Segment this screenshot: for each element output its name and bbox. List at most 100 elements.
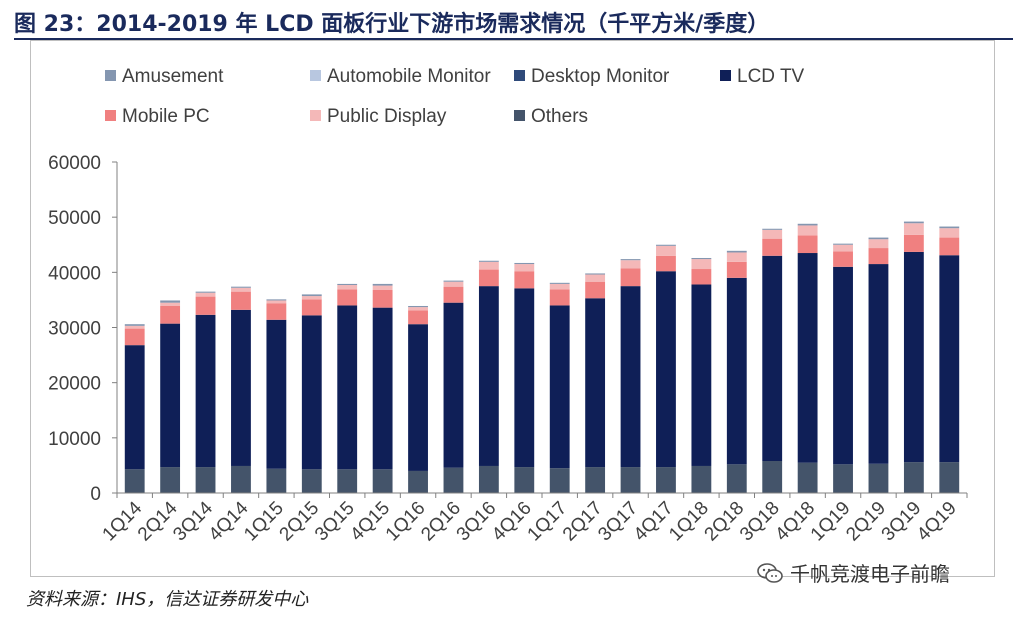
bar-lcd-tv-1q19 bbox=[833, 266, 853, 465]
bar-others-3q19 bbox=[903, 462, 924, 493]
x-tick-label: 3Q19 bbox=[878, 498, 926, 546]
legend-label: Mobile PC bbox=[122, 106, 210, 127]
x-tick-label: 2Q16 bbox=[417, 498, 465, 546]
bar-others-4q19 bbox=[939, 462, 960, 493]
bar-amusement-1q19 bbox=[833, 243, 853, 245]
figure-title: 图 23：2014-2019 年 LCD 面板行业下游市场需求情况（千平方米/季… bbox=[14, 12, 770, 37]
bar-public-display-3q17 bbox=[620, 260, 641, 269]
legend-swatch bbox=[720, 70, 731, 81]
x-tick-label: 1Q16 bbox=[382, 498, 430, 546]
legend: Amusement Automobile Monitor Desktop Monit… bbox=[105, 66, 805, 127]
bar-lcd-tv-3q19 bbox=[903, 251, 924, 463]
legend-item-amusement: Amusement bbox=[105, 66, 224, 87]
x-tick-label: 3Q14 bbox=[169, 497, 217, 545]
bar-mobile-pc-1q17 bbox=[549, 289, 570, 306]
x-tick-label: 1Q19 bbox=[807, 498, 855, 546]
legend-item-public-display: Public Display bbox=[310, 106, 447, 127]
bar-lcd-tv-2q14 bbox=[160, 323, 181, 468]
y-tick-label: 20000 bbox=[48, 374, 101, 395]
bar-amusement-4q15 bbox=[372, 283, 393, 286]
legend-label: Desktop Monitor bbox=[531, 66, 670, 87]
bar-mobile-pc-3q18 bbox=[762, 238, 783, 256]
bar-amusement-4q17 bbox=[656, 244, 676, 246]
bar-stack-2q19 bbox=[868, 237, 889, 493]
bar-others-3q18 bbox=[762, 461, 783, 493]
bar-amusement-2q14 bbox=[160, 300, 181, 303]
x-tick-label: 3Q18 bbox=[736, 498, 784, 546]
bar-stack-1q16 bbox=[408, 305, 428, 493]
bar-amusement-2q16 bbox=[443, 280, 464, 282]
bar-lcd-tv-4q15 bbox=[372, 307, 393, 470]
y-tick-label: 60000 bbox=[48, 153, 101, 174]
bar-public-display-4q15 bbox=[372, 285, 393, 290]
y-axis: 0 10000 20000 30000 40000 50000 60000 bbox=[48, 153, 118, 505]
bar-lcd-tv-3q15 bbox=[337, 305, 358, 470]
bar-stack-2q14 bbox=[160, 300, 181, 493]
bar-mobile-pc-4q17 bbox=[656, 255, 676, 272]
legend-swatch bbox=[514, 70, 525, 81]
bar-amusement-3q16 bbox=[478, 260, 499, 262]
bar-amusement-4q19 bbox=[939, 226, 960, 229]
plot-frame bbox=[30, 40, 995, 577]
x-tick-label: 2Q15 bbox=[276, 498, 324, 546]
x-tick-label: 4Q14 bbox=[205, 497, 253, 545]
bar-public-display-4q14 bbox=[231, 287, 251, 292]
bar-stack-1q15 bbox=[266, 299, 287, 493]
bar-amusement-2q17 bbox=[585, 273, 606, 275]
bar-public-display-2q18 bbox=[726, 252, 747, 262]
bar-stack-4q14 bbox=[231, 286, 251, 493]
x-axis: 1Q142Q143Q144Q141Q152Q153Q154Q151Q162Q16… bbox=[99, 492, 968, 546]
bar-mobile-pc-3q16 bbox=[478, 269, 499, 287]
bar-public-display-1q17 bbox=[549, 283, 570, 290]
x-tick-label: 2Q17 bbox=[559, 498, 607, 546]
bar-others-1q15 bbox=[266, 468, 287, 493]
x-tick-label: 3Q16 bbox=[453, 498, 501, 546]
legend-swatch bbox=[310, 110, 321, 121]
x-tick-label: 1Q18 bbox=[665, 498, 713, 546]
bar-stack-3q16 bbox=[478, 260, 499, 493]
bar-others-2q15 bbox=[301, 469, 322, 493]
bar-lcd-tv-1q17 bbox=[549, 305, 570, 469]
legend-label: Automobile Monitor bbox=[327, 66, 491, 87]
bar-mobile-pc-3q19 bbox=[903, 234, 924, 252]
bar-others-4q17 bbox=[656, 467, 676, 493]
x-tick-label: 1Q17 bbox=[524, 498, 572, 546]
x-tick-label: 4Q18 bbox=[771, 498, 819, 546]
bar-public-display-4q17 bbox=[656, 245, 676, 256]
bar-public-display-2q15 bbox=[301, 296, 322, 300]
bar-stack-2q18 bbox=[726, 250, 747, 493]
bar-stack-4q15 bbox=[372, 283, 393, 493]
legend-item-mobile-pc: Mobile PC bbox=[105, 106, 210, 127]
x-tick-label: 2Q18 bbox=[701, 498, 749, 546]
x-tick-label: 3Q15 bbox=[311, 498, 359, 546]
y-tick-label: 30000 bbox=[48, 319, 101, 340]
bar-public-display-1q15 bbox=[266, 300, 287, 304]
bar-mobile-pc-4q15 bbox=[372, 289, 393, 308]
x-tick-label: 2Q14 bbox=[134, 497, 182, 545]
x-tick-label: 1Q15 bbox=[240, 498, 288, 546]
x-tick-label: 4Q17 bbox=[630, 498, 678, 546]
bar-amusement-3q15 bbox=[337, 283, 358, 286]
bar-lcd-tv-2q16 bbox=[443, 302, 464, 468]
bar-stack-3q17 bbox=[620, 259, 641, 493]
x-tick-label: 4Q15 bbox=[346, 498, 394, 546]
bar-public-display-4q19 bbox=[939, 228, 960, 238]
bar-others-4q15 bbox=[372, 469, 393, 493]
bar-mobile-pc-2q19 bbox=[868, 248, 889, 265]
title-rule bbox=[14, 38, 1013, 40]
bar-stack-2q17 bbox=[585, 273, 606, 493]
bar-public-display-1q14 bbox=[124, 325, 145, 329]
bar-public-display-1q19 bbox=[833, 244, 853, 252]
bar-others-4q16 bbox=[514, 467, 535, 493]
bar-stack-1q19 bbox=[833, 243, 853, 493]
bar-mobile-pc-1q18 bbox=[691, 269, 712, 285]
bar-mobile-pc-4q14 bbox=[231, 291, 251, 310]
bar-stack-4q16 bbox=[514, 262, 535, 493]
bar-lcd-tv-1q16 bbox=[408, 324, 428, 471]
bar-lcd-tv-4q18 bbox=[797, 253, 818, 463]
bar-others-1q14 bbox=[124, 469, 145, 493]
x-tick-label: 4Q16 bbox=[488, 498, 536, 546]
bar-stack-3q19 bbox=[903, 221, 924, 493]
bar-amusement-4q18 bbox=[797, 223, 818, 226]
